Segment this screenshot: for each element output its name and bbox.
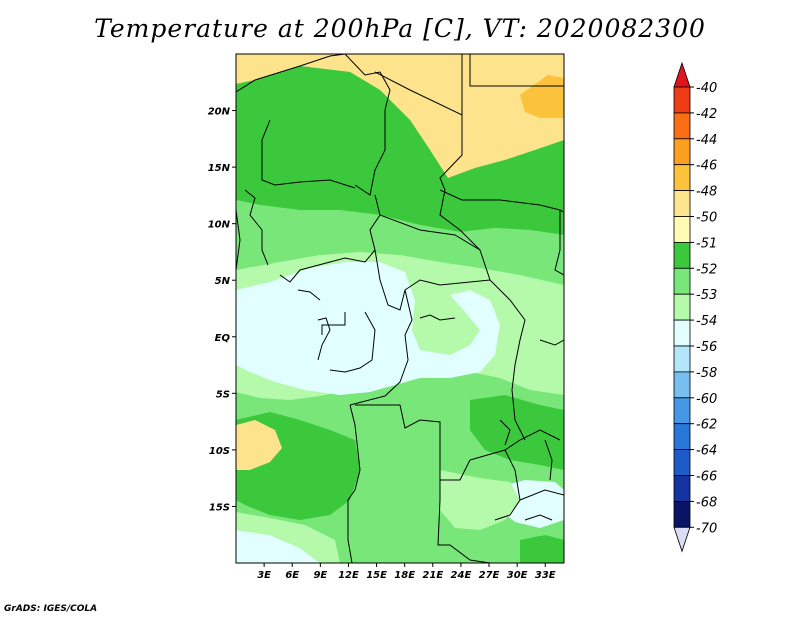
legend-label: -52	[696, 262, 717, 277]
legend-swatch	[673, 190, 691, 217]
lon-tick-label: 33E	[535, 570, 556, 581]
legend-label: -70	[696, 521, 717, 536]
field-band-warm-southwest	[236, 420, 282, 470]
lat-tick-label: 15S	[209, 502, 230, 513]
field-band-52-north	[236, 66, 564, 235]
country-borders	[236, 54, 564, 563]
legend-label: -53	[696, 288, 717, 303]
legend-arrow-bottom	[673, 526, 691, 553]
grads-credit: GrADS: IGES/COLA	[4, 604, 98, 614]
legend-label: -58	[696, 366, 717, 381]
legend-label: -48	[696, 185, 717, 200]
lon-tick-label: 21E	[422, 570, 443, 581]
map-area	[236, 54, 564, 563]
lat-tick-label: 5N	[215, 276, 231, 287]
legend-swatch	[673, 86, 691, 114]
lon-tick-label: 9E	[313, 570, 327, 581]
legend-swatch	[673, 371, 691, 399]
map-title: Temperature at 200hPa [C], VT: 202008230…	[94, 14, 706, 43]
legend-label: -40	[696, 81, 717, 96]
field-band-56	[236, 262, 500, 395]
legend-swatch	[673, 112, 691, 140]
field-band-53-central	[236, 200, 564, 285]
legend-label: -46	[696, 159, 717, 174]
legend-label: -64	[696, 444, 717, 459]
field-band-52-southeast	[470, 395, 564, 470]
legend-swatch	[673, 241, 691, 269]
legend-swatch	[673, 293, 691, 321]
legend-swatch	[673, 216, 691, 243]
lon-tick-label: 3E	[257, 570, 271, 581]
legend-swatch	[673, 449, 691, 476]
lat-tick-label: 15N	[208, 163, 231, 174]
legend-label: -42	[696, 107, 717, 122]
field-band-52-southeast-corner	[520, 535, 564, 563]
legend-swatch	[673, 267, 691, 295]
lon-axis: 3E 6E 9E 12E 15E 18E 21E 24E 27E 30E 33E	[257, 563, 556, 581]
legend-label: -56	[696, 340, 717, 355]
legend-label: -51	[696, 236, 717, 251]
lon-tick-label: 15E	[366, 570, 387, 581]
lat-tick-label: 10N	[208, 220, 231, 231]
color-legend: -40 -42 -44 -46 -48 -50 -51 -52 -53 -54 -56 -58 -60 -…	[673, 61, 717, 553]
legend-swatch	[673, 138, 691, 166]
legend-swatch	[673, 319, 691, 347]
lat-tick-label: 5S	[216, 389, 230, 400]
legend-swatch	[673, 164, 691, 191]
legend-label: -66	[696, 470, 717, 485]
legend-swatch	[673, 345, 691, 373]
lat-tick-label: 10S	[209, 446, 230, 457]
lon-tick-label: 6E	[285, 570, 299, 581]
legend-label: -54	[696, 314, 717, 329]
lon-tick-label: 30E	[507, 570, 528, 581]
lon-tick-label: 18E	[394, 570, 415, 581]
lat-tick-label: EQ	[215, 333, 231, 344]
lat-axis: 20N 15N 10N 5N EQ 5S 10S 15S	[208, 107, 236, 513]
legend-label: -44	[696, 133, 717, 148]
field-band-54-south	[440, 470, 520, 530]
field-band-56-southwest	[236, 530, 320, 563]
legend-label: -62	[696, 418, 717, 433]
legend-swatch	[673, 423, 691, 451]
lon-tick-label: 27E	[479, 570, 500, 581]
legend-label: -50	[696, 211, 717, 226]
lon-tick-label: 12E	[338, 570, 359, 581]
lat-tick-label: 20N	[208, 107, 231, 118]
map-frame	[235, 53, 565, 564]
legend-swatch	[673, 500, 691, 528]
legend-label: -60	[696, 392, 717, 407]
legend-arrow-top	[673, 61, 691, 88]
field-band-54-southwest	[236, 512, 340, 563]
legend-label: -68	[696, 495, 717, 510]
lon-tick-label: 24E	[451, 570, 472, 581]
field-band-warm-north	[236, 54, 564, 178]
legend-swatch	[673, 397, 691, 425]
legend-swatch	[673, 475, 691, 502]
